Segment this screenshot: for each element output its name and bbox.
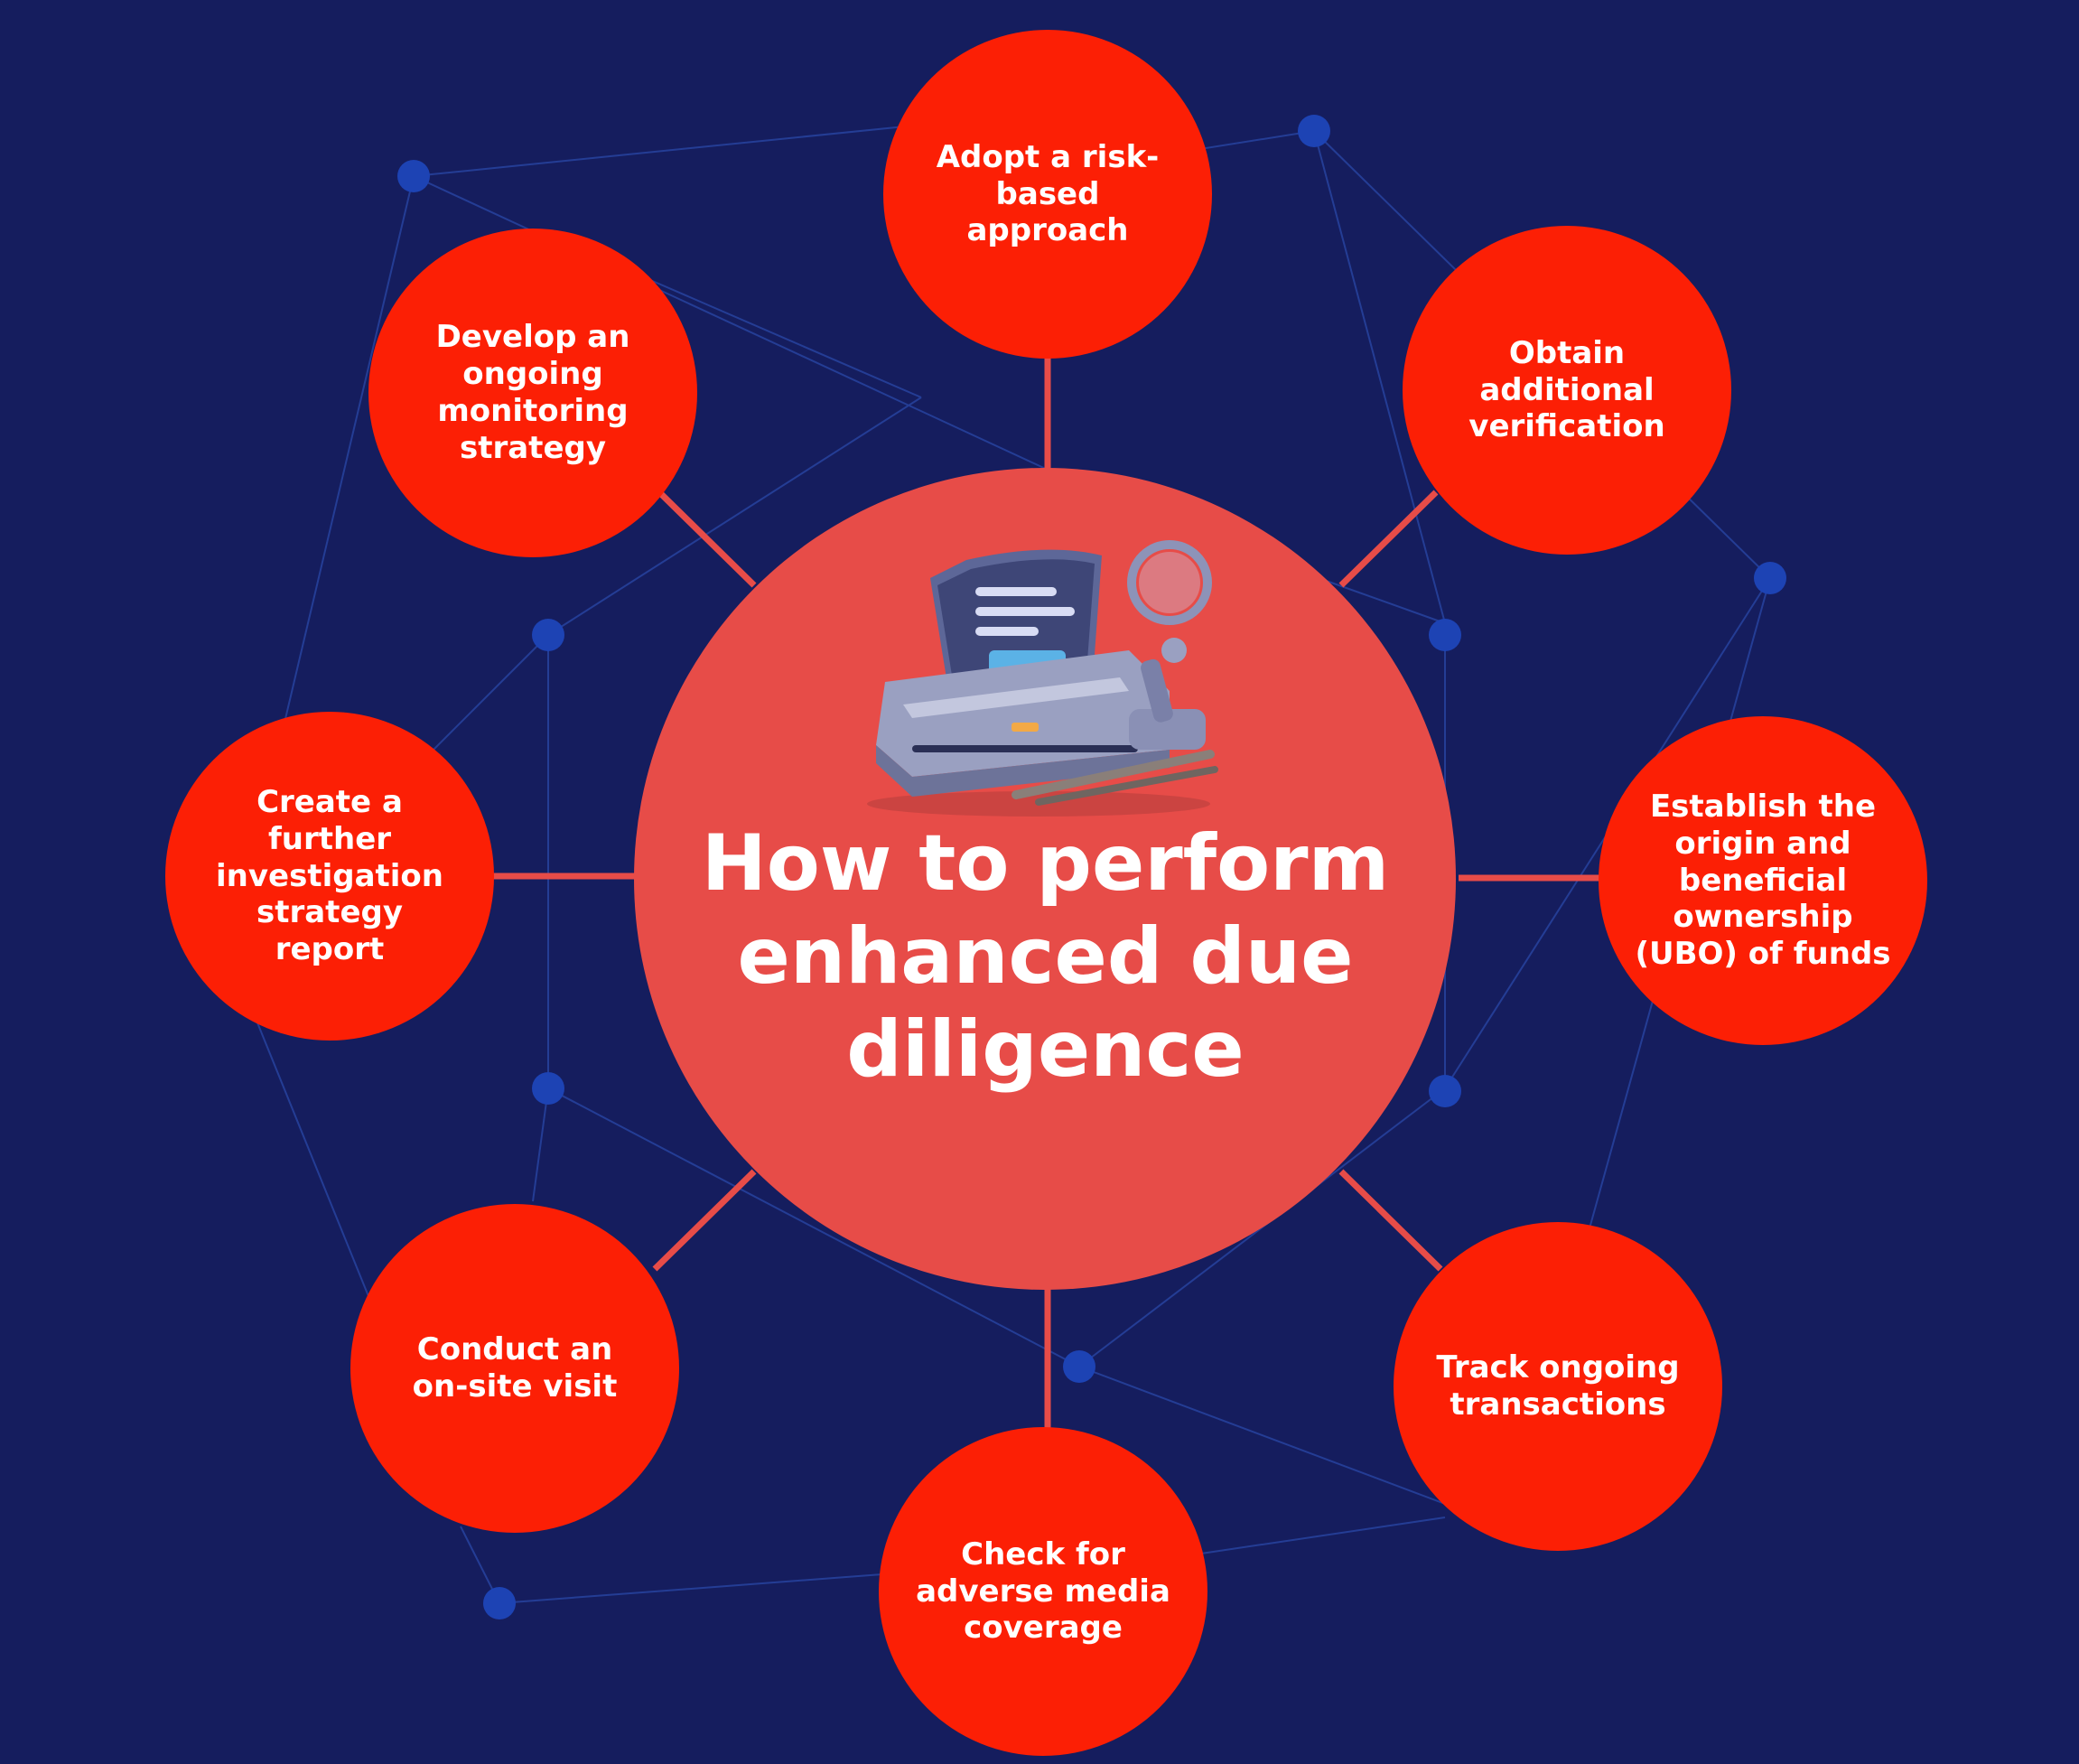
step-monitoring: Develop an ongoing monitoring strategy: [368, 229, 697, 557]
step-label: Obtain additional verification: [1468, 334, 1665, 445]
step-label: Check for adverse media coverage: [916, 1535, 1170, 1647]
document-printer-with-magnifier-icon: [867, 540, 1218, 817]
step-label: Adopt a risk-based approach: [936, 138, 1160, 249]
step-label: Track ongoing transactions: [1436, 1349, 1680, 1423]
step-onsite: Conduct an on-site visit: [350, 1204, 679, 1533]
step-media: Check for adverse media coverage: [879, 1427, 1207, 1756]
step-report: Create a further investigation strategy …: [165, 712, 494, 1041]
step-verification: Obtain additional verification: [1403, 226, 1731, 555]
step-label: Establish the origin and beneficial owne…: [1635, 789, 1891, 973]
step-risk-based: Adopt a risk-based approach: [883, 30, 1212, 359]
step-transactions: Track ongoing transactions: [1394, 1222, 1722, 1551]
step-label: Conduct an on-site visit: [412, 1331, 618, 1405]
step-label: Develop an ongoing monitoring strategy: [435, 319, 630, 466]
network-dots: [397, 115, 1786, 1619]
step-ubo: Establish the origin and beneficial owne…: [1599, 716, 1927, 1045]
step-label: Create a further investigation strategy …: [216, 784, 443, 968]
connectors: [492, 325, 1603, 1432]
center-title: How to perform enhanced due diligence: [701, 818, 1390, 1096]
